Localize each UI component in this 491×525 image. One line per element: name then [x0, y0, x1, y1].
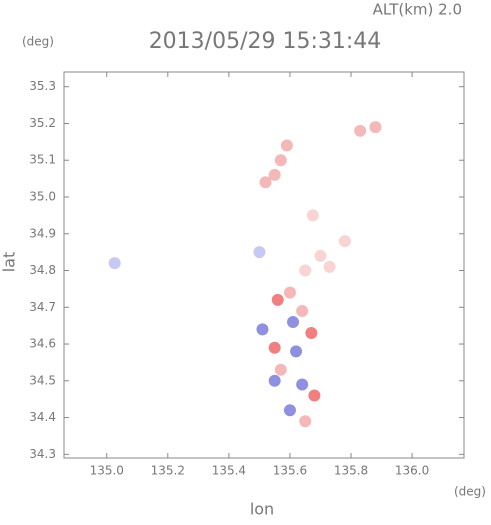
y-tick-label: 34.6	[29, 337, 56, 351]
subtitle: ALT(km) 2.0	[373, 1, 462, 19]
echo-point	[308, 389, 321, 402]
y-tick-label: 34.7	[29, 300, 56, 314]
echo-point	[268, 374, 281, 387]
x-tick-label: 135.8	[334, 464, 368, 478]
y-tick-label: 34.3	[29, 447, 56, 461]
echo-point	[299, 264, 312, 277]
echo-point	[296, 378, 309, 391]
echo-point	[108, 257, 121, 270]
y-tick-label: 35.2	[29, 116, 56, 130]
echo-point	[256, 323, 269, 336]
echo-point	[299, 415, 312, 428]
echo-point	[268, 168, 281, 181]
y-tick-label: 35.3	[29, 79, 56, 93]
y-tick-label: 34.9	[29, 226, 56, 240]
plot-frame	[63, 71, 465, 459]
echo-point	[283, 286, 296, 299]
echo-point	[274, 154, 287, 167]
y-unit: (deg)	[22, 35, 54, 49]
echo-point	[271, 293, 284, 306]
y-tick-label: 35.0	[29, 189, 56, 203]
y-tick-label: 34.5	[29, 373, 56, 387]
x-tick-label: 135.6	[273, 464, 307, 478]
echo-point	[306, 209, 319, 222]
echo-point	[283, 404, 296, 417]
echo-point	[314, 249, 327, 262]
x-tick-label: 135.0	[90, 464, 124, 478]
echo-point	[290, 345, 303, 358]
echo-point	[338, 235, 351, 248]
echo-point	[296, 304, 309, 317]
echo-point	[287, 315, 300, 328]
echo-point	[354, 124, 367, 137]
echo-point	[369, 121, 382, 134]
y-axis-label: lat	[0, 252, 19, 273]
x-tick-label: 135.4	[212, 464, 246, 478]
chart-title: 2013/05/29 15:31:44	[149, 29, 382, 54]
y-tick-label: 34.8	[29, 263, 56, 277]
echo-point	[274, 363, 287, 376]
x-tick-label: 135.2	[151, 464, 185, 478]
echo-point	[280, 139, 293, 152]
x-tick-label: 136.0	[395, 464, 429, 478]
echo-point	[305, 327, 318, 340]
echo-point	[268, 341, 281, 354]
echo-point	[253, 246, 266, 259]
echo-point	[323, 260, 336, 273]
y-tick-label: 34.4	[29, 410, 56, 424]
x-unit: (deg)	[454, 485, 486, 499]
x-axis-label: lon	[250, 500, 274, 519]
y-tick-label: 35.1	[29, 153, 56, 167]
echo-point	[259, 176, 272, 189]
